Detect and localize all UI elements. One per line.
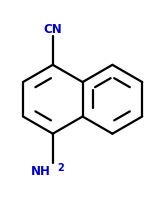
Text: CN: CN: [43, 23, 62, 36]
Text: NH: NH: [31, 164, 51, 177]
Text: 2: 2: [57, 162, 64, 172]
